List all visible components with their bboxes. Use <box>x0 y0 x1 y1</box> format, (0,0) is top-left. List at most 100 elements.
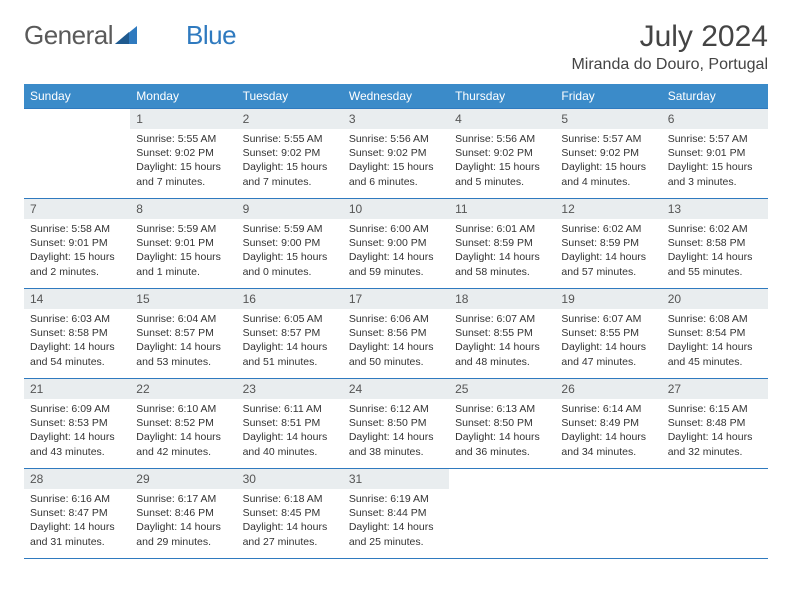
day-number: 25 <box>449 379 555 399</box>
brand-part1: General <box>24 20 113 51</box>
sunrise-line: Sunrise: 5:56 AM <box>455 132 549 146</box>
daylight-line: Daylight: 15 hours and 7 minutes. <box>243 160 337 188</box>
day-body: Sunrise: 6:07 AMSunset: 8:55 PMDaylight:… <box>555 309 661 375</box>
calendar-week: 14Sunrise: 6:03 AMSunset: 8:58 PMDayligh… <box>24 289 768 379</box>
sunset-line: Sunset: 8:50 PM <box>455 416 549 430</box>
sunset-line: Sunset: 9:02 PM <box>455 146 549 160</box>
calendar-cell: 31Sunrise: 6:19 AMSunset: 8:44 PMDayligh… <box>343 469 449 559</box>
day-number: 24 <box>343 379 449 399</box>
day-header: Wednesday <box>343 84 449 109</box>
sunset-line: Sunset: 8:54 PM <box>668 326 762 340</box>
calendar-cell: 10Sunrise: 6:00 AMSunset: 9:00 PMDayligh… <box>343 199 449 289</box>
day-number: 16 <box>237 289 343 309</box>
sunrise-line: Sunrise: 6:02 AM <box>668 222 762 236</box>
day-number: 2 <box>237 109 343 129</box>
sunrise-line: Sunrise: 6:12 AM <box>349 402 443 416</box>
sunrise-line: Sunrise: 6:08 AM <box>668 312 762 326</box>
sunrise-line: Sunrise: 5:57 AM <box>668 132 762 146</box>
daylight-line: Daylight: 15 hours and 1 minute. <box>136 250 230 278</box>
calendar-cell: 13Sunrise: 6:02 AMSunset: 8:58 PMDayligh… <box>662 199 768 289</box>
day-body: Sunrise: 5:57 AMSunset: 9:01 PMDaylight:… <box>662 129 768 195</box>
calendar-cell: 20Sunrise: 6:08 AMSunset: 8:54 PMDayligh… <box>662 289 768 379</box>
daylight-line: Daylight: 14 hours and 47 minutes. <box>561 340 655 368</box>
calendar-cell: 11Sunrise: 6:01 AMSunset: 8:59 PMDayligh… <box>449 199 555 289</box>
day-body: Sunrise: 6:15 AMSunset: 8:48 PMDaylight:… <box>662 399 768 465</box>
daylight-line: Daylight: 14 hours and 59 minutes. <box>349 250 443 278</box>
day-body: Sunrise: 6:02 AMSunset: 8:58 PMDaylight:… <box>662 219 768 285</box>
header: General Blue July 2024 Miranda do Douro,… <box>24 20 768 74</box>
day-number: 4 <box>449 109 555 129</box>
calendar-body: 1Sunrise: 5:55 AMSunset: 9:02 PMDaylight… <box>24 109 768 559</box>
day-number: 17 <box>343 289 449 309</box>
sunset-line: Sunset: 8:48 PM <box>668 416 762 430</box>
calendar-cell: 28Sunrise: 6:16 AMSunset: 8:47 PMDayligh… <box>24 469 130 559</box>
sunset-line: Sunset: 8:57 PM <box>136 326 230 340</box>
calendar-table: SundayMondayTuesdayWednesdayThursdayFrid… <box>24 84 768 559</box>
calendar-cell: 22Sunrise: 6:10 AMSunset: 8:52 PMDayligh… <box>130 379 236 469</box>
day-body: Sunrise: 6:06 AMSunset: 8:56 PMDaylight:… <box>343 309 449 375</box>
day-body: Sunrise: 6:08 AMSunset: 8:54 PMDaylight:… <box>662 309 768 375</box>
sunrise-line: Sunrise: 6:15 AM <box>668 402 762 416</box>
sunset-line: Sunset: 8:52 PM <box>136 416 230 430</box>
day-number: 22 <box>130 379 236 399</box>
day-header: Monday <box>130 84 236 109</box>
day-body: Sunrise: 6:17 AMSunset: 8:46 PMDaylight:… <box>130 489 236 555</box>
day-number: 14 <box>24 289 130 309</box>
day-body: Sunrise: 6:16 AMSunset: 8:47 PMDaylight:… <box>24 489 130 555</box>
day-number: 15 <box>130 289 236 309</box>
sunrise-line: Sunrise: 6:03 AM <box>30 312 124 326</box>
calendar-cell: 30Sunrise: 6:18 AMSunset: 8:45 PMDayligh… <box>237 469 343 559</box>
daylight-line: Daylight: 15 hours and 5 minutes. <box>455 160 549 188</box>
sunset-line: Sunset: 8:58 PM <box>668 236 762 250</box>
day-body: Sunrise: 6:09 AMSunset: 8:53 PMDaylight:… <box>24 399 130 465</box>
day-body: Sunrise: 6:07 AMSunset: 8:55 PMDaylight:… <box>449 309 555 375</box>
day-number: 26 <box>555 379 661 399</box>
sunset-line: Sunset: 9:02 PM <box>243 146 337 160</box>
sunset-line: Sunset: 8:56 PM <box>349 326 443 340</box>
calendar-week: 28Sunrise: 6:16 AMSunset: 8:47 PMDayligh… <box>24 469 768 559</box>
sunset-line: Sunset: 9:01 PM <box>668 146 762 160</box>
day-number: 31 <box>343 469 449 489</box>
calendar-cell: 3Sunrise: 5:56 AMSunset: 9:02 PMDaylight… <box>343 109 449 199</box>
sunrise-line: Sunrise: 5:58 AM <box>30 222 124 236</box>
sunset-line: Sunset: 8:59 PM <box>455 236 549 250</box>
sunrise-line: Sunrise: 5:59 AM <box>136 222 230 236</box>
calendar-cell: 4 Sunrise: 5:56 AMSunset: 9:02 PMDaylight… <box>449 109 555 199</box>
sunset-line: Sunset: 8:46 PM <box>136 506 230 520</box>
day-number: 6 <box>662 109 768 129</box>
day-number: 23 <box>237 379 343 399</box>
day-number: 18 <box>449 289 555 309</box>
day-number: 21 <box>24 379 130 399</box>
calendar-cell: 17Sunrise: 6:06 AMSunset: 8:56 PMDayligh… <box>343 289 449 379</box>
day-body: Sunrise: 6:11 AMSunset: 8:51 PMDaylight:… <box>237 399 343 465</box>
daylight-line: Daylight: 14 hours and 34 minutes. <box>561 430 655 458</box>
daylight-line: Daylight: 14 hours and 57 minutes. <box>561 250 655 278</box>
day-body: Sunrise: 6:10 AMSunset: 8:52 PMDaylight:… <box>130 399 236 465</box>
brand-triangle-icon <box>115 20 137 51</box>
daylight-line: Daylight: 15 hours and 2 minutes. <box>30 250 124 278</box>
day-number: 8 <box>130 199 236 219</box>
calendar-cell: 21Sunrise: 6:09 AMSunset: 8:53 PMDayligh… <box>24 379 130 469</box>
sunset-line: Sunset: 9:01 PM <box>30 236 124 250</box>
sunset-line: Sunset: 8:45 PM <box>243 506 337 520</box>
day-body: Sunrise: 6:04 AMSunset: 8:57 PMDaylight:… <box>130 309 236 375</box>
sunset-line: Sunset: 8:55 PM <box>561 326 655 340</box>
sunrise-line: Sunrise: 6:04 AM <box>136 312 230 326</box>
calendar-cell <box>449 469 555 559</box>
calendar-cell: 15Sunrise: 6:04 AMSunset: 8:57 PMDayligh… <box>130 289 236 379</box>
daylight-line: Daylight: 15 hours and 0 minutes. <box>243 250 337 278</box>
daylight-line: Daylight: 14 hours and 31 minutes. <box>30 520 124 548</box>
day-header-row: SundayMondayTuesdayWednesdayThursdayFrid… <box>24 84 768 109</box>
calendar-cell: 1Sunrise: 5:55 AMSunset: 9:02 PMDaylight… <box>130 109 236 199</box>
sunrise-line: Sunrise: 6:07 AM <box>455 312 549 326</box>
day-header: Friday <box>555 84 661 109</box>
sunset-line: Sunset: 8:44 PM <box>349 506 443 520</box>
day-body: Sunrise: 6:05 AMSunset: 8:57 PMDaylight:… <box>237 309 343 375</box>
day-number: 9 <box>237 199 343 219</box>
calendar-cell: 12Sunrise: 6:02 AMSunset: 8:59 PMDayligh… <box>555 199 661 289</box>
daylight-line: Daylight: 14 hours and 36 minutes. <box>455 430 549 458</box>
day-body: Sunrise: 6:00 AMSunset: 9:00 PMDaylight:… <box>343 219 449 285</box>
sunrise-line: Sunrise: 6:00 AM <box>349 222 443 236</box>
sunset-line: Sunset: 9:02 PM <box>561 146 655 160</box>
brand-logo: General Blue <box>24 20 236 51</box>
